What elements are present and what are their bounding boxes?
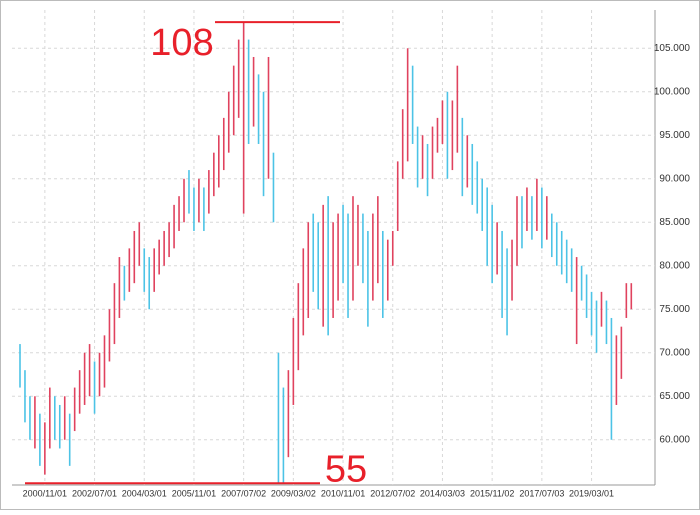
x-tick-label: 2012/07/02 (370, 488, 415, 498)
y-tick-label: 90.000 (659, 173, 690, 184)
x-tick-label: 2017/07/03 (519, 488, 564, 498)
x-tick-label: 2010/11/01 (321, 488, 365, 498)
y-tick-label: 80.000 (659, 260, 690, 271)
x-tick-label: 2000/11/01 (23, 488, 67, 498)
x-tick-label: 2015/11/02 (470, 488, 514, 498)
x-tick-label: 2009/03/02 (271, 488, 316, 498)
x-tick-label: 2005/11/01 (172, 488, 216, 498)
y-tick-label: 70.000 (659, 347, 690, 358)
y-tick-label: 100.000 (654, 86, 691, 97)
y-tick-label: 105.000 (654, 43, 691, 54)
y-tick-label: 60.000 (659, 434, 690, 445)
x-tick-label: 2002/07/01 (72, 488, 117, 498)
x-tick-label: 2004/03/01 (122, 488, 167, 498)
y-tick-label: 95.000 (659, 130, 690, 141)
annotation-text: 108 (150, 22, 213, 64)
annotation-text: 55 (325, 448, 367, 490)
x-tick-label: 2014/03/03 (420, 488, 465, 498)
y-tick-label: 85.000 (659, 217, 690, 228)
y-tick-label: 75.000 (659, 304, 690, 315)
y-tick-label: 65.000 (659, 391, 690, 402)
x-tick-label: 2019/03/01 (569, 488, 614, 498)
x-tick-label: 2007/07/02 (221, 488, 266, 498)
